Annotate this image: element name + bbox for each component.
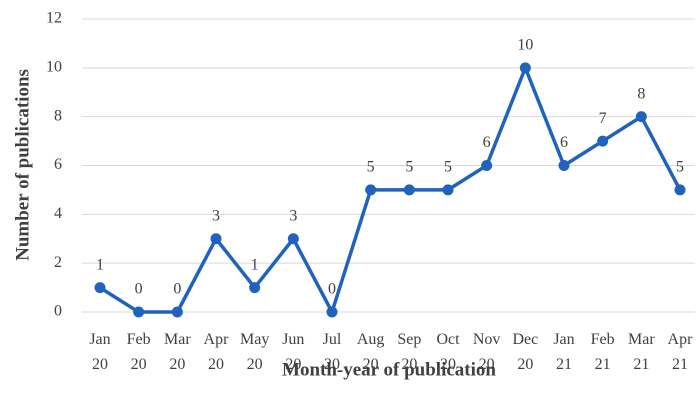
data-label: 0 [135, 281, 143, 298]
line [99, 66, 682, 314]
y-axis-title: Number of publications [12, 69, 33, 261]
point [171, 306, 183, 318]
data-label: 3 [212, 207, 220, 224]
data-label: 1 [96, 256, 104, 273]
data-label: 0 [328, 281, 336, 298]
y-tick-label: 6 [54, 156, 62, 173]
x-tick-label: Aug 20 [356, 331, 385, 373]
data-label: 3 [289, 207, 297, 224]
x-tick-label: Mar 20 [164, 331, 191, 373]
x-tick-label: Mar 21 [628, 331, 655, 373]
data-label: 5 [676, 159, 684, 176]
data-label: 5 [367, 159, 375, 176]
x-tick-label: Jan 21 [553, 331, 575, 373]
x-tick-label: Feb 21 [590, 331, 615, 373]
y-tick-label: 2 [54, 254, 62, 271]
point [210, 233, 222, 245]
x-tick-label: Jul 20 [322, 331, 342, 373]
x-tick-label: Feb 20 [126, 331, 151, 373]
y-tick-label: 12 [46, 10, 62, 27]
x-tick-label: Sep 20 [397, 331, 422, 373]
point [597, 135, 609, 147]
y-tick-label: 10 [46, 59, 62, 76]
point [674, 184, 686, 196]
y-tick-label: 8 [54, 107, 62, 124]
data-label: 0 [173, 281, 181, 298]
x-tick-label: Apr 21 [667, 331, 693, 373]
data-label: 1 [251, 256, 259, 273]
x-tick-label: Jun 20 [282, 331, 305, 373]
point [519, 62, 531, 74]
data-label: 6 [560, 134, 568, 151]
point [403, 184, 415, 196]
x-tick-label: Apr 20 [203, 331, 229, 373]
x-tick-label: May 20 [239, 331, 270, 373]
point [481, 160, 493, 171]
data-label: 5 [444, 159, 452, 176]
point [365, 184, 377, 196]
point [94, 282, 106, 294]
point [249, 282, 261, 294]
data-label: 7 [599, 110, 607, 127]
x-axis-title: Month-year of publication [282, 359, 496, 380]
data-label: 6 [483, 134, 491, 151]
point [133, 306, 145, 318]
data-label: 5 [405, 159, 413, 176]
data-label: 10 [517, 37, 533, 54]
y-tick-label: 0 [54, 303, 62, 320]
x-tick-label: Jan 20 [89, 331, 111, 373]
data-label: 8 [637, 85, 645, 102]
x-tick-label: Nov 20 [472, 331, 501, 373]
y-tick-label: 4 [54, 205, 62, 222]
x-tick-label: Dec 20 [512, 331, 539, 373]
x-tick-label: Oct 20 [436, 331, 460, 373]
point [326, 306, 338, 318]
point [287, 233, 299, 245]
point [635, 111, 647, 123]
point [558, 160, 570, 171]
point [442, 184, 454, 196]
